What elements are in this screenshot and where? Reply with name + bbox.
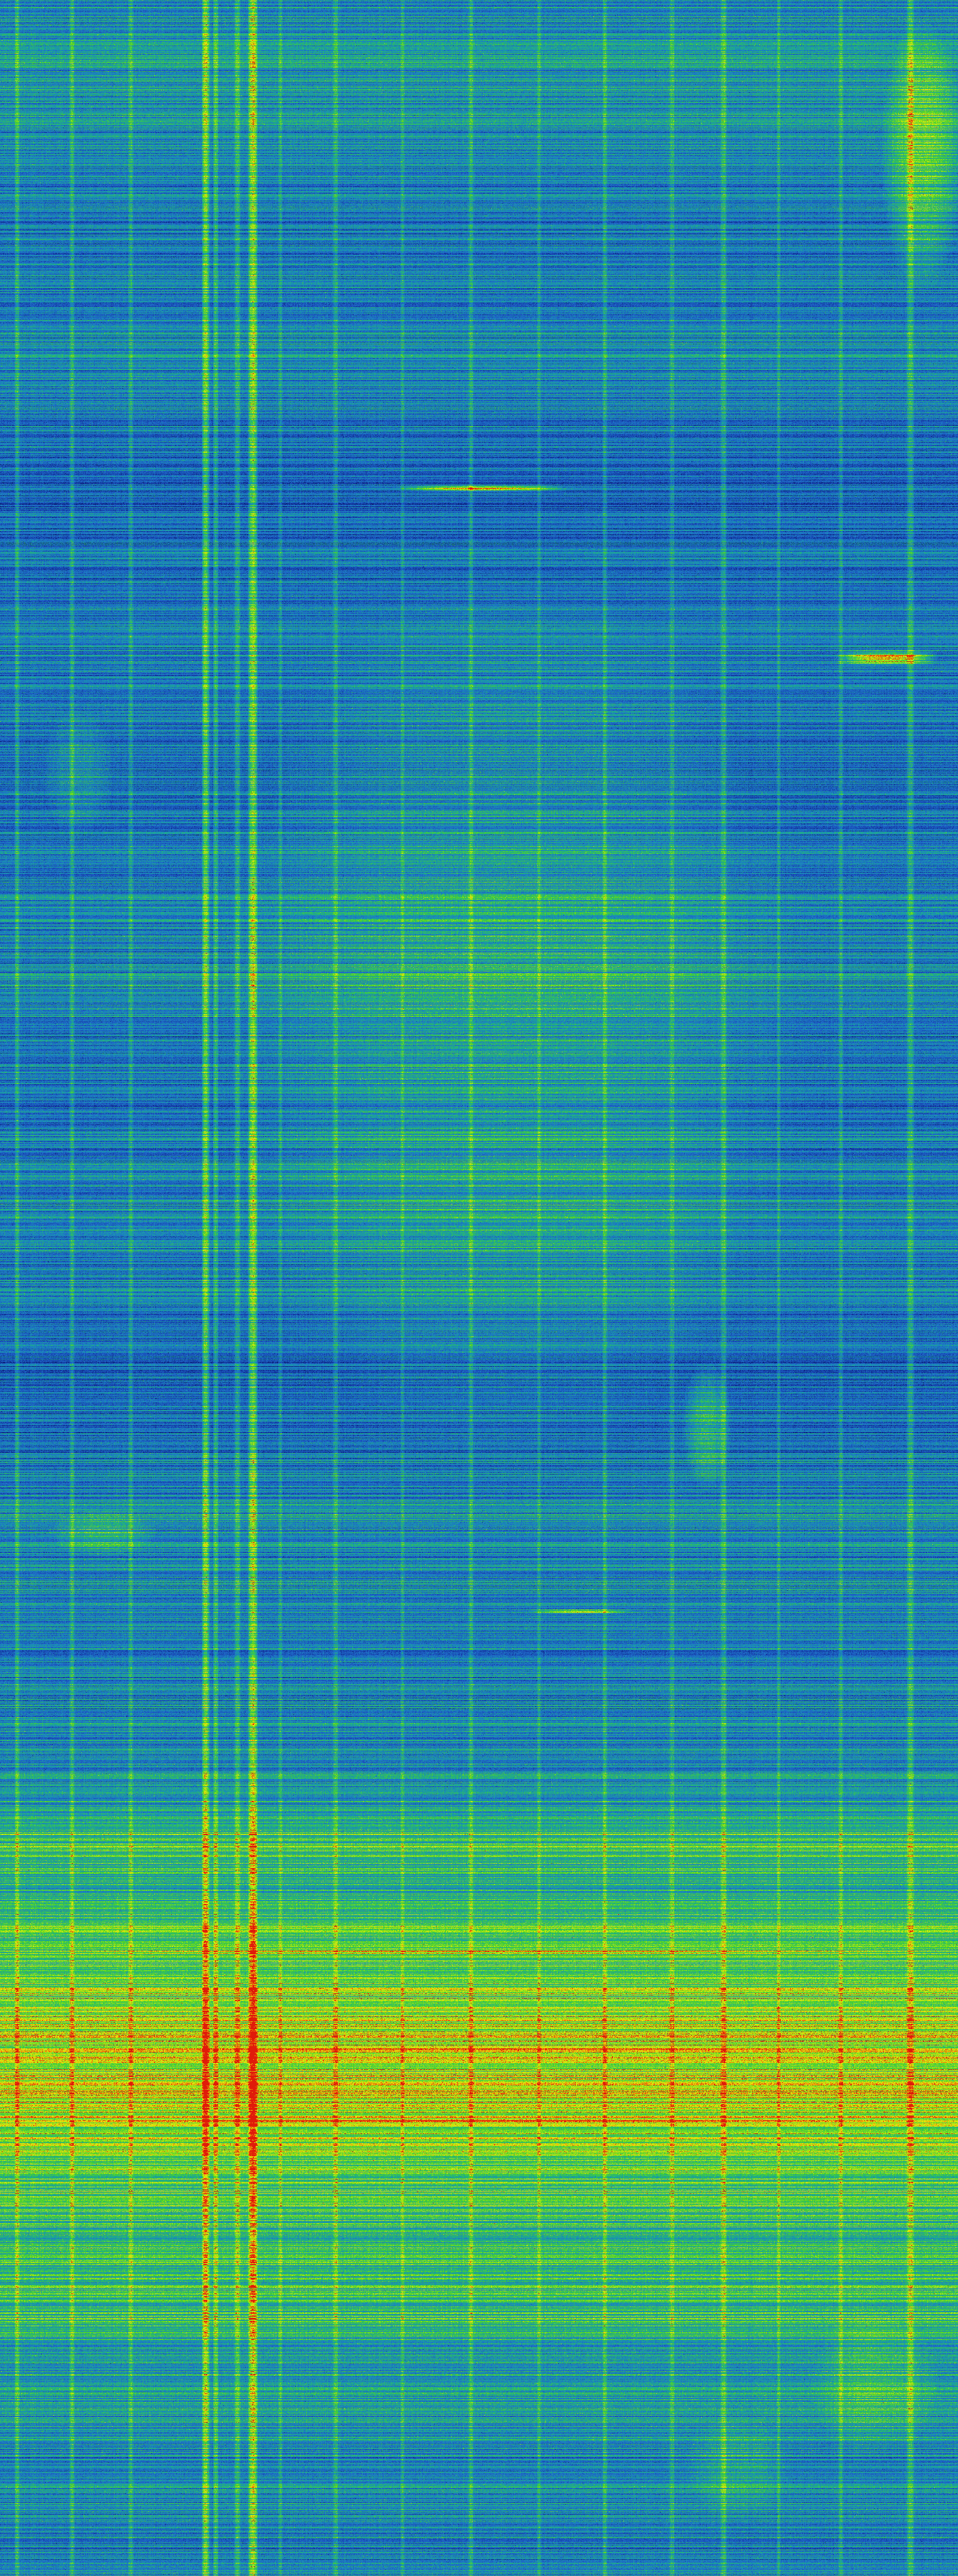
heatmap-figure (0, 0, 958, 2576)
heatmap-canvas (0, 0, 958, 2576)
